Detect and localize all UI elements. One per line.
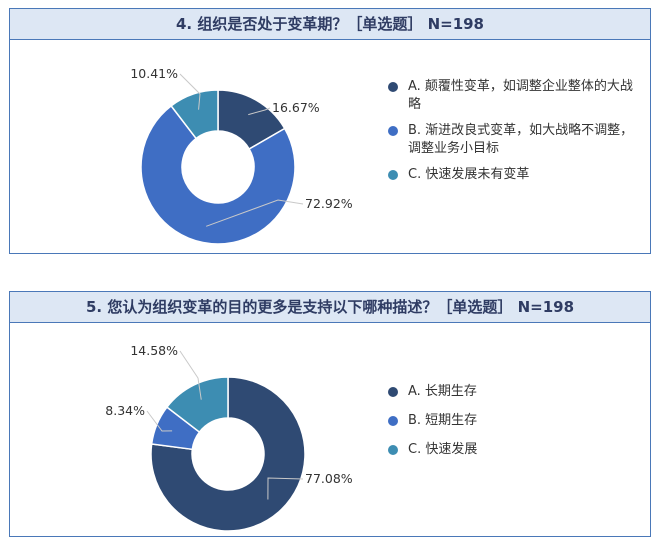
leader-line	[179, 350, 202, 400]
legend-swatch	[388, 445, 398, 455]
chart-panel-q4: 4. 组织是否处于变革期？［单选题］ N=198 16.67% 72.92% 10.…	[9, 8, 651, 254]
data-label: 16.67%	[272, 100, 320, 115]
leader-line	[267, 477, 304, 500]
legend-label: B. 短期生存	[408, 413, 478, 428]
legend-item: C. 快速发展未有变革	[388, 166, 638, 184]
legend-swatch	[388, 387, 398, 397]
leader-line	[248, 107, 271, 116]
data-label: 10.41%	[130, 66, 178, 81]
legend-label: A. 长期生存	[408, 384, 477, 399]
legend-label: C. 快速发展	[408, 442, 478, 457]
legend-swatch	[388, 126, 398, 136]
legend-label: B. 渐进改良式变革，如大战略不调整，调整业务小目标	[408, 123, 634, 156]
donut-chart: 16.67% 72.92% 10.41%	[130, 66, 353, 245]
chart-title: 4. 组织是否处于变革期？［单选题］ N=198	[10, 9, 650, 40]
legend-item: B. 渐进改良式变革，如大战略不调整，调整业务小目标	[388, 122, 638, 158]
leader-line	[146, 410, 173, 432]
chart-legend: A. 颠覆性变革，如调整企业整体的大战略 B. 渐进改良式变革，如大战略不调整，…	[388, 78, 638, 192]
legend-swatch	[388, 170, 398, 180]
legend-label: C. 快速发展未有变革	[408, 167, 530, 182]
legend-item: A. 颠覆性变革，如调整企业整体的大战略	[388, 78, 638, 114]
legend-label: A. 颠覆性变革，如调整企业整体的大战略	[408, 79, 633, 112]
data-label: 72.92%	[305, 196, 353, 211]
legend-swatch	[388, 416, 398, 426]
data-label: 77.08%	[305, 471, 353, 486]
donut-slice	[140, 104, 296, 245]
chart-panel-q5: 5. 您认为组织变革的目的更多是支持以下哪种描述？［单选题］ N=198 77.…	[9, 291, 651, 537]
donut-chart: 77.08% 8.34% 14.58%	[105, 343, 353, 532]
leader-line	[179, 73, 201, 110]
donut-slice	[170, 89, 219, 140]
legend-item: C. 快速发展	[388, 441, 638, 459]
legend-item: A. 长期生存	[388, 383, 638, 401]
legend-item: B. 短期生存	[388, 412, 638, 430]
legend-swatch	[388, 82, 398, 92]
donut-slice	[165, 376, 229, 434]
leader-line	[206, 199, 304, 227]
donut-slice	[150, 376, 306, 532]
data-label: 8.34%	[105, 403, 145, 418]
chart-legend: A. 长期生存 B. 短期生存 C. 快速发展	[388, 383, 638, 470]
chart-title: 5. 您认为组织变革的目的更多是支持以下哪种描述？［单选题］ N=198	[10, 292, 650, 323]
data-label: 14.58%	[130, 343, 178, 358]
